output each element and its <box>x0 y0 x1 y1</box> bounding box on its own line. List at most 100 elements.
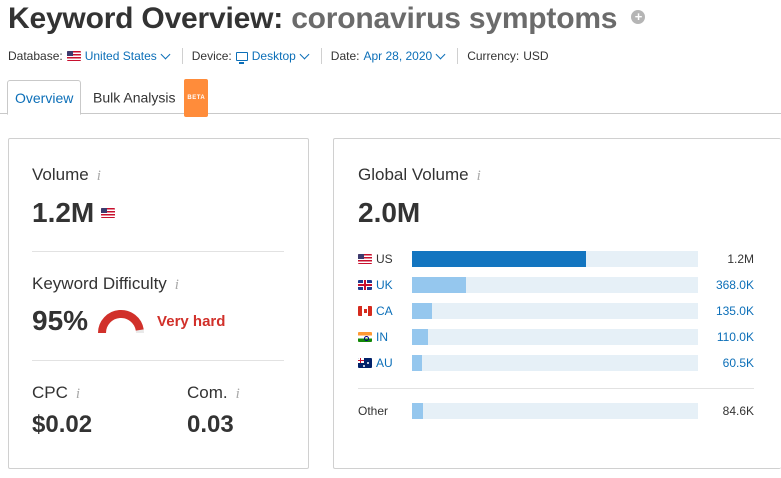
country-code[interactable]: CA <box>376 304 393 318</box>
other-label: Other <box>358 404 389 418</box>
chevron-down-icon <box>160 49 171 60</box>
country-volume[interactable]: 110.0K <box>716 330 754 344</box>
divider <box>358 388 754 389</box>
divider <box>32 251 284 252</box>
volume-bar-track <box>412 355 698 371</box>
difficulty-gauge-icon <box>98 310 145 334</box>
volume-bar-fill <box>412 251 587 267</box>
volume-bar-fill <box>412 403 424 419</box>
volume-label-text: Volume <box>32 165 89 184</box>
country-code: US <box>376 252 393 266</box>
country-row-in[interactable]: IN 110.0K <box>358 329 754 345</box>
country-label: AU <box>358 355 393 371</box>
country-label: CA <box>358 303 393 319</box>
filter-divider <box>457 48 459 64</box>
volume-bar-fill <box>412 329 428 345</box>
other-volume: 84.6K <box>722 404 754 418</box>
volume-label: Volume i <box>32 165 101 185</box>
plus-circle-icon[interactable]: + <box>631 10 646 25</box>
country-code[interactable]: IN <box>376 330 388 344</box>
country-volume[interactable]: 368.0K <box>715 278 754 292</box>
volume-bar-track <box>412 329 698 345</box>
date-filter[interactable]: Date: Apr 28, 2020 <box>331 49 448 63</box>
keyword-difficulty-label-text: Keyword Difficulty <box>32 274 167 293</box>
page-title: Keyword Overview: coronavirus symptoms + <box>8 2 646 36</box>
volume-value-text: 1.2M <box>32 197 95 228</box>
page-title-prefix: Keyword Overview: <box>8 2 284 35</box>
country-row-ca[interactable]: CA 135.0K <box>358 303 754 319</box>
volume-bar-fill <box>412 277 467 293</box>
device-dropdown[interactable]: Desktop <box>235 49 312 64</box>
us-flag-icon <box>101 208 116 218</box>
global-volume-card: Global Volume i 2.0M US 1.2M UK 368.0K CA <box>333 138 781 469</box>
currency-filter: Currency: USD <box>467 49 548 63</box>
currency-value: USD <box>523 49 549 63</box>
date-value: Apr 28, 2020 <box>363 49 433 63</box>
us-flag-icon <box>66 51 81 61</box>
volume-bar-track <box>412 251 698 267</box>
database-filter[interactable]: Database: United States <box>8 49 173 63</box>
difficulty-level-text: Very hard <box>157 312 226 330</box>
keyword-metrics-card: Volume i 1.2M Keyword Difficulty i 95% Ver… <box>8 138 309 469</box>
keyword-difficulty-percent: 95% <box>32 305 89 336</box>
date-dropdown[interactable]: Apr 28, 2020 <box>363 49 448 63</box>
info-icon[interactable]: i <box>235 386 240 402</box>
tab-overview[interactable]: Overview <box>7 80 82 115</box>
currency-label: Currency: <box>467 49 520 63</box>
country-label: US <box>358 251 393 267</box>
country-code[interactable]: AU <box>376 356 393 370</box>
tab-bar: Overview Bulk Analysis BETA <box>0 79 781 117</box>
competition-label: Com. i <box>187 383 240 403</box>
country-row-uk[interactable]: UK 368.0K <box>358 277 754 293</box>
chevron-down-icon <box>299 49 310 60</box>
global-volume-label: Global Volume i <box>358 165 481 185</box>
country-label: UK <box>358 277 393 293</box>
country-volume[interactable]: 135.0K <box>715 304 754 318</box>
competition-label-text: Com. <box>187 383 228 402</box>
tab-bulk-analysis-label: Bulk Analysis <box>93 89 176 106</box>
country-label: IN <box>358 329 388 345</box>
in-flag-icon <box>358 332 372 342</box>
cpc-value: $0.02 <box>32 411 93 438</box>
chevron-down-icon <box>435 49 446 60</box>
beta-badge: BETA <box>184 79 209 117</box>
device-filter[interactable]: Device: Desktop <box>191 49 312 64</box>
country-row-us[interactable]: US 1.2M <box>358 251 754 267</box>
filter-bar: Database: United States Device: Desktop … <box>8 48 549 64</box>
volume-bar-fill <box>412 355 422 371</box>
divider <box>32 360 284 361</box>
keyword-difficulty-label: Keyword Difficulty i <box>32 274 179 294</box>
volume-bar-fill <box>412 303 433 319</box>
info-icon[interactable]: i <box>174 277 179 293</box>
au-flag-icon <box>358 358 372 368</box>
database-label: Database: <box>8 49 63 63</box>
info-icon[interactable]: i <box>75 386 81 402</box>
volume-value: 1.2M <box>32 197 119 229</box>
volume-bar-track <box>412 403 698 419</box>
country-volume: 1.2M <box>727 252 754 266</box>
info-icon[interactable]: i <box>476 168 481 184</box>
keyword-title: coronavirus symptoms <box>291 2 618 35</box>
global-volume-value: 2.0M <box>358 197 421 228</box>
us-flag-icon <box>358 254 372 264</box>
volume-bar-track <box>412 277 698 293</box>
info-icon[interactable]: i <box>96 168 101 184</box>
country-row-au[interactable]: AU 60.5K <box>358 355 754 371</box>
database-value: United States <box>84 49 157 63</box>
uk-flag-icon <box>358 280 372 290</box>
tab-bulk-analysis[interactable]: Bulk Analysis BETA <box>86 79 215 117</box>
keyword-difficulty-value: 95% Very hard <box>32 305 225 337</box>
country-row-other: Other 84.6K <box>358 403 754 419</box>
date-label: Date: <box>330 49 360 63</box>
filter-divider <box>181 48 183 64</box>
device-label: Device: <box>191 49 232 63</box>
cpc-label: CPC i <box>32 383 80 403</box>
device-value: Desktop <box>251 49 296 63</box>
competition-value: 0.03 <box>187 411 234 438</box>
filter-divider <box>320 48 322 64</box>
volume-bar-track <box>412 303 698 319</box>
database-dropdown[interactable]: United States <box>66 49 173 63</box>
country-volume[interactable]: 60.5K <box>722 356 754 370</box>
country-code[interactable]: UK <box>376 278 393 292</box>
ca-flag-icon <box>358 306 372 316</box>
